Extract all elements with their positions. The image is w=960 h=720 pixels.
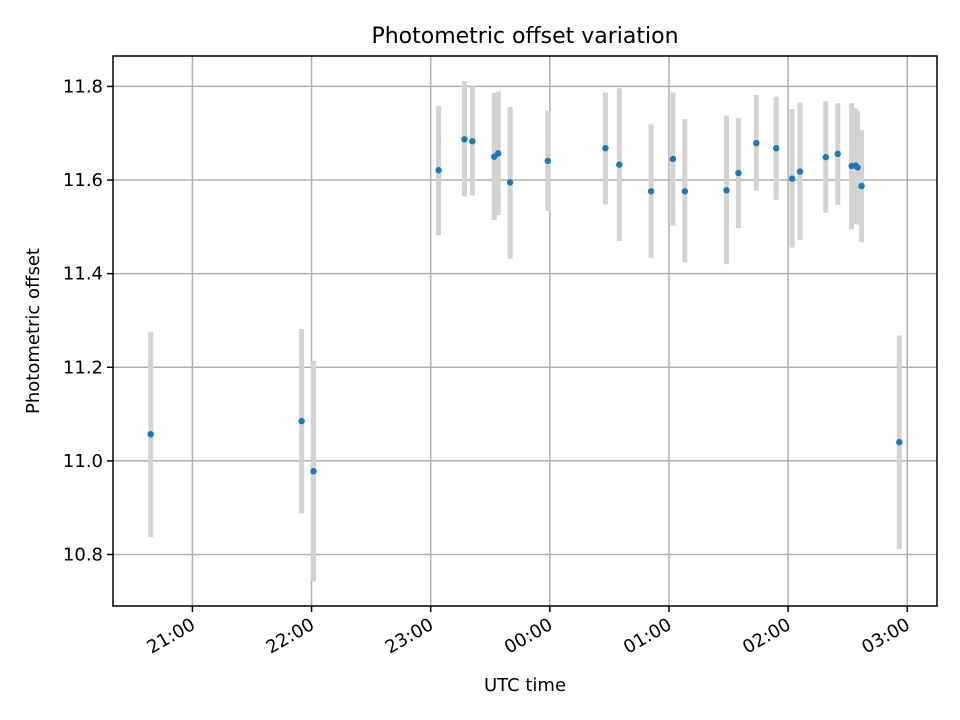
data-point: [494, 150, 502, 157]
x-tick-label: 03:00: [858, 614, 913, 658]
data-point: [669, 155, 677, 163]
x-tick-label: 00:00: [501, 614, 556, 658]
y-tick-label: 11.0: [63, 451, 103, 472]
y-axis-label: Photometric offset: [23, 248, 44, 414]
data-point: [469, 137, 476, 145]
data-point: [602, 145, 609, 152]
data-point: [796, 168, 804, 175]
data-point: [461, 136, 468, 143]
data-point: [647, 188, 655, 195]
data-point: [298, 417, 305, 425]
y-tick-label: 11.8: [63, 76, 103, 97]
data-point: [616, 161, 623, 168]
data-point: [681, 188, 689, 195]
errorbars: [148, 81, 902, 582]
data-point: [788, 175, 796, 182]
y-tick-label: 11.2: [63, 357, 103, 378]
data-point: [723, 187, 730, 194]
data-point: [435, 167, 442, 174]
data-point: [854, 164, 861, 171]
x-axis-label: UTC time: [484, 675, 566, 696]
data-point: [735, 169, 742, 177]
y-tick-label: 11.6: [63, 170, 103, 191]
y-tick-label: 11.4: [63, 264, 103, 285]
x-tick-label: 01:00: [620, 614, 675, 658]
x-tick-label: 21:00: [143, 614, 198, 658]
data-points: [147, 136, 903, 475]
data-point: [753, 139, 760, 147]
data-point: [896, 438, 903, 446]
data-point: [544, 157, 552, 165]
data-point: [772, 145, 780, 152]
chart-title: Photometric offset variation: [371, 24, 678, 49]
data-point: [506, 179, 514, 186]
x-tick-label: 23:00: [382, 614, 437, 658]
data-point: [858, 182, 865, 190]
grid: [113, 56, 937, 606]
x-tick-label: 02:00: [739, 614, 794, 658]
data-point: [147, 431, 154, 438]
data-point: [834, 150, 841, 158]
plot-frame: [112, 55, 938, 607]
data-point: [822, 153, 830, 161]
y-tick-label: 10.8: [63, 545, 103, 566]
x-tick-label: 22:00: [263, 614, 318, 658]
data-point: [310, 467, 317, 475]
